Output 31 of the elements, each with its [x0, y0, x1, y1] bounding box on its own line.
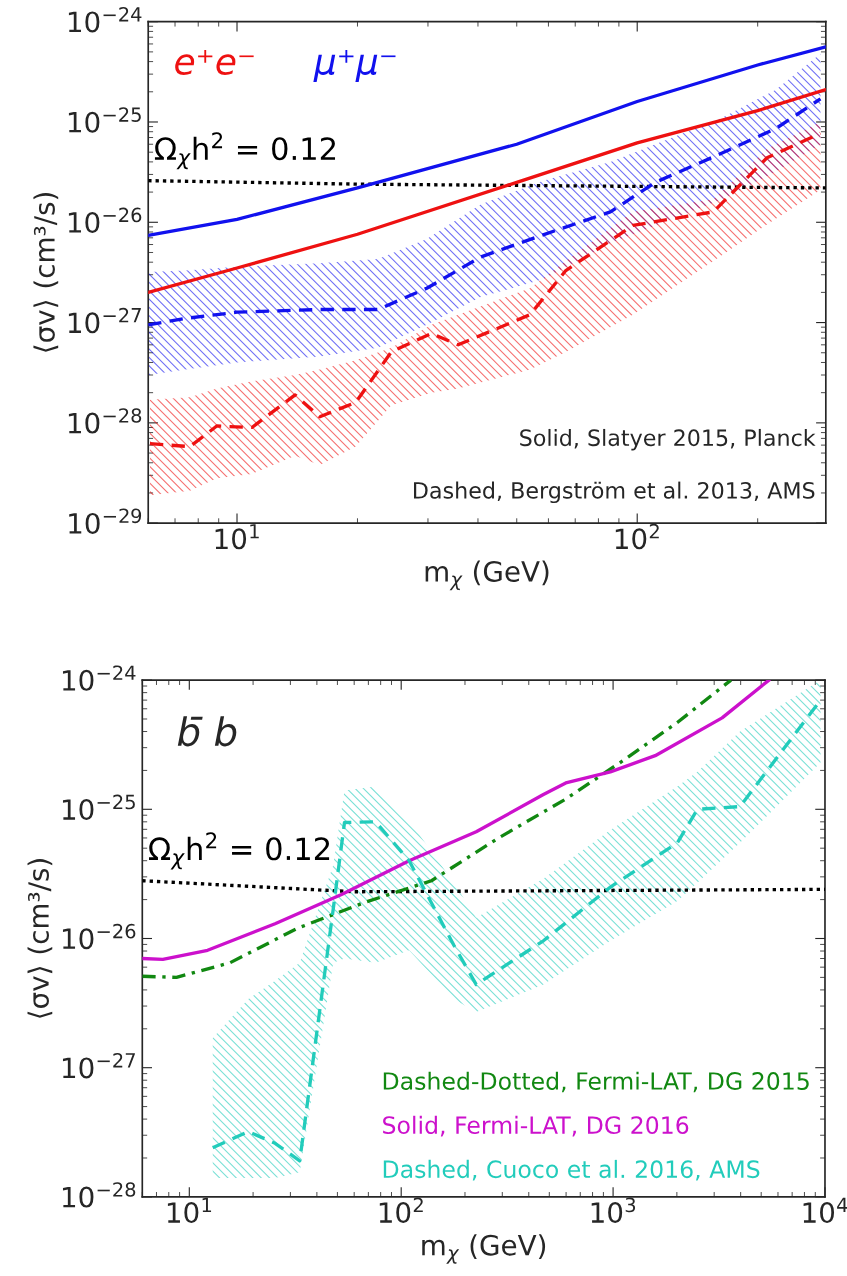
x-tick-label: 10$^{2}$: [615, 523, 659, 550]
x-tick-label: 10$^{4}$: [803, 1197, 847, 1224]
text: μ⁺μ⁻: [313, 49, 396, 82]
text: Dashed-Dotted, Fermi-LAT, DG 2015: [383, 1071, 809, 1093]
text: Solid, Fermi-LAT, DG 2016: [383, 1115, 689, 1137]
x-tick-label: 10$^{3}$: [591, 1197, 636, 1224]
y-tick-label: 10$^{−25}$: [68, 107, 141, 133]
y-tick-label: 10$^{−28}$: [68, 408, 142, 434]
x-tick-label: 10$^{2}$: [379, 1197, 423, 1224]
x-axis-title: m$_{χ}$ (GeV): [425, 560, 549, 591]
x-tick-label: 10$^{1}$: [215, 524, 259, 550]
y-tick-label: 10$^{−24}$: [62, 665, 136, 691]
annotation: Solid, Slatyer 2015, Planck: [520, 428, 816, 451]
y-tick-label: 10$^{−28}$: [62, 1182, 136, 1208]
y-tick-label: 10$^{−27}$: [68, 307, 141, 334]
text: e⁺e⁻: [175, 49, 254, 75]
y-tick-label: 10$^{−29}$: [69, 508, 142, 534]
y-tick-label: 10$^{−26}$: [62, 923, 136, 950]
y-axis-title: ⟨σv⟩ (cm³/s): [33, 193, 59, 352]
annotation: b̄ b: [177, 716, 237, 747]
series-label: Ω$_{χ}$h$^{2}$ = 0.12: [154, 132, 336, 170]
y-tick-label: 10$^{−27}$: [62, 1052, 135, 1079]
x-axis-title: m$_{χ}$ (GeV): [422, 1234, 546, 1264]
y-tick-label: 10$^{−25}$: [62, 794, 135, 821]
y-tick-label: 10$^{−24}$: [68, 6, 142, 33]
annotation: Dashed, Bergström et al. 2013, AMS: [414, 481, 815, 504]
text: Dashed, Cuoco et al. 2016, AMS: [383, 1159, 760, 1181]
y-axis-title: ⟨σv⟩ (cm³/s): [27, 859, 53, 1018]
y-tick-label: 10$^{−26}$: [68, 207, 142, 234]
series-label: Ω$_{χ}$h$^{2}$ = 0.12: [149, 832, 330, 870]
x-tick-label: 10$^{1}$: [167, 1197, 212, 1224]
